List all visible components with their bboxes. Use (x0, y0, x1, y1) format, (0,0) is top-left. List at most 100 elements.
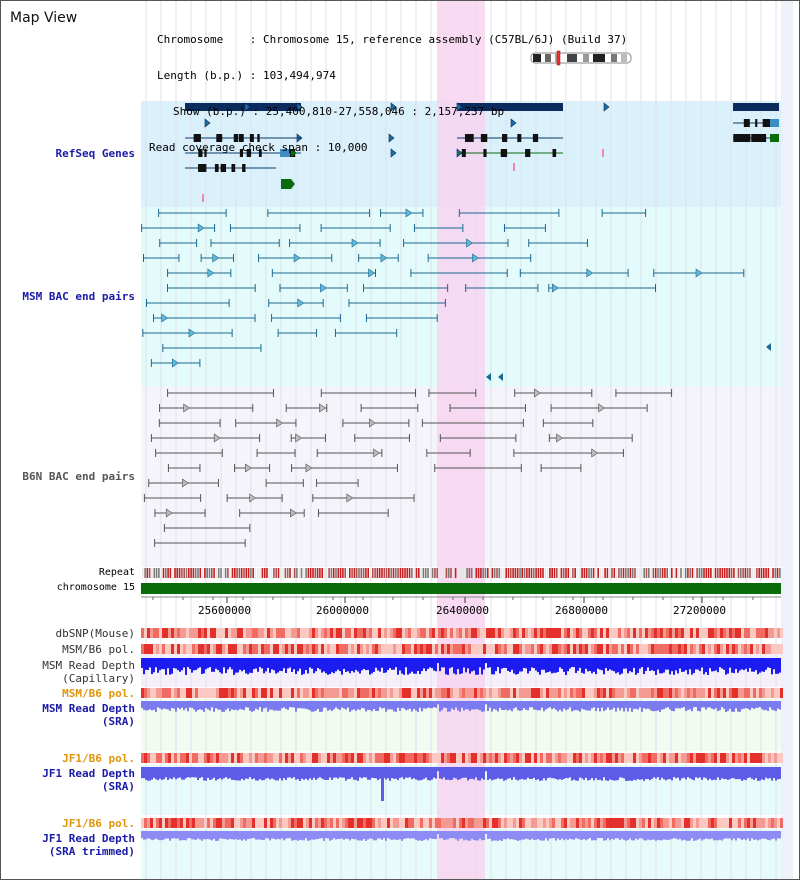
heat-cell (438, 628, 441, 638)
depth-bar (765, 767, 767, 778)
depth-bar (597, 767, 599, 780)
depth-bar (591, 658, 593, 674)
depth-bar (213, 658, 215, 672)
msm-b6-pol-label[interactable]: MSM/B6 pol. (62, 643, 135, 656)
heat-cell (531, 753, 534, 763)
depth-bar (453, 767, 455, 778)
heat-cell (579, 688, 582, 698)
heat-cell (558, 628, 561, 638)
heat-cell (360, 628, 363, 638)
repeat-mark (197, 568, 199, 578)
heat-cell (168, 644, 171, 654)
heat-cell (408, 688, 411, 698)
heat-cell (351, 753, 354, 763)
heat-cell (747, 628, 750, 638)
depth-bar (383, 658, 385, 673)
msm-depth-capillary-label[interactable]: MSM Read Depth (Capillary) (1, 659, 135, 685)
msm-depth-sra-label[interactable]: MSM Read Depth (SRA) (1, 702, 135, 728)
heat-cell (672, 818, 675, 828)
depth-bar (553, 831, 555, 839)
heat-cell (396, 688, 399, 698)
depth-bar (361, 767, 363, 779)
repeat-mark (422, 568, 425, 578)
heat-cell (456, 644, 459, 654)
repeat-mark (224, 568, 227, 578)
depth-bar (585, 701, 587, 711)
depth-bar (739, 658, 741, 671)
repeat-mark (406, 568, 409, 578)
depth-bar (181, 701, 183, 708)
depth-bar (625, 658, 627, 669)
heat-cell (333, 753, 336, 763)
heat-cell (231, 644, 234, 654)
heat-cell (630, 818, 633, 828)
depth-bar (643, 658, 645, 675)
msm-b6-pol-sra-label[interactable]: MSM/B6 pol. (62, 687, 135, 700)
heat-cell (534, 644, 537, 654)
repeat-mark (167, 568, 169, 578)
depth-bar (209, 658, 211, 668)
heat-cell (141, 644, 144, 654)
msm-depth-sra-line2: (SRA) (101, 715, 135, 728)
depth-bar (533, 658, 535, 669)
depth-bar (575, 701, 577, 711)
heat-cell (471, 818, 474, 828)
heat-cell (711, 644, 714, 654)
refseq-track-label[interactable]: RefSeq Genes (55, 147, 135, 160)
exon (483, 149, 487, 157)
jf1-depth-trim-label[interactable]: JF1 Read Depth (SRA trimmed) (1, 832, 135, 858)
depth-bar (727, 767, 729, 780)
heat-cell (576, 818, 579, 828)
depth-bar (163, 701, 165, 709)
repeat-mark (204, 568, 206, 578)
repeat-mark (684, 568, 687, 578)
depth-bar (623, 658, 625, 669)
heat-cell (540, 688, 543, 698)
heat-cell (297, 818, 300, 828)
repeat-mark (401, 568, 404, 578)
depth-bar (219, 658, 221, 673)
heat-cell (675, 628, 678, 638)
depth-bar (349, 658, 351, 674)
depth-bar (463, 658, 465, 668)
depth-bar (483, 658, 485, 670)
dbsnp-label[interactable]: dbSNP(Mouse) (55, 627, 135, 640)
depth-bar (671, 701, 673, 711)
heat-cell (654, 818, 657, 828)
depth-bar (409, 658, 411, 674)
depth-bar (363, 658, 365, 669)
heat-cell (414, 628, 417, 638)
heat-cell (561, 644, 564, 654)
depth-bar (701, 831, 703, 841)
jf1-depth-sra-label[interactable]: JF1 Read Depth (SRA) (1, 767, 135, 793)
depth-bar (411, 658, 413, 672)
repeat-mark (498, 568, 501, 578)
heat-cell (552, 818, 555, 828)
repeat-mark (275, 568, 277, 578)
heat-cell (483, 644, 486, 654)
jf1-b6-pol-label[interactable]: JF1/B6 pol. (62, 752, 135, 765)
msm-bac-track-label[interactable]: MSM BAC end pairs (22, 290, 135, 303)
heat-cell (576, 753, 579, 763)
depth-bar (153, 658, 155, 673)
b6n-bac-track-label[interactable]: B6N BAC end pairs (22, 470, 135, 483)
repeat-mark (629, 568, 632, 578)
depth-bar (363, 831, 365, 839)
depth-bar (687, 658, 689, 675)
heat-cell (312, 688, 315, 698)
jf1-b6-pol-trim-label[interactable]: JF1/B6 pol. (62, 817, 135, 830)
depth-bar (145, 767, 147, 780)
depth-bar (223, 658, 225, 668)
heat-cell (147, 628, 150, 638)
depth-bar (729, 767, 731, 780)
depth-bar (307, 658, 309, 674)
heat-cell (255, 644, 258, 654)
heat-cell (729, 644, 732, 654)
heat-cell (780, 628, 783, 638)
depth-bar (459, 701, 461, 712)
heat-cell (234, 753, 237, 763)
depth-bar (375, 701, 377, 711)
repeat-mark (411, 568, 413, 578)
heat-cell (141, 753, 144, 763)
